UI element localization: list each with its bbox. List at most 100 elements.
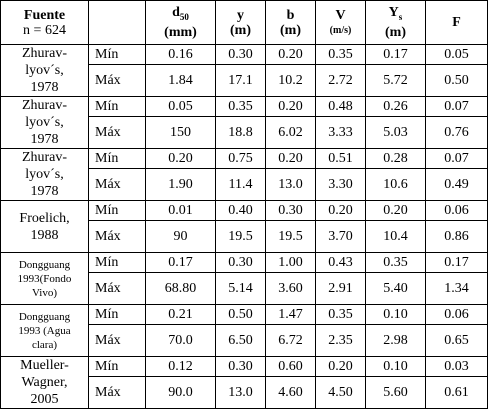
value-cell: 10.4 (365, 220, 426, 253)
value-cell: 1.00 (265, 252, 316, 273)
header-title: Fuente (23, 7, 66, 23)
value-cell: 0.51 (315, 148, 366, 169)
source-cell: Mueller- Wagner, 2005 (0, 356, 89, 409)
row-label: Mín (88, 96, 146, 117)
source-cell: Zhurav-lyov´s, 1978 (0, 44, 89, 97)
value-cell: 68.80 (145, 272, 216, 305)
column-symbol-wrap: V (319, 8, 362, 23)
value-cell: 150 (145, 116, 216, 149)
row-label: Mín (88, 304, 146, 325)
source-line: lyov´s, (25, 115, 64, 130)
value-cell: 4.50 (315, 376, 366, 409)
value-cell: 0.86 (425, 220, 488, 253)
column-symbol: F (452, 15, 461, 30)
row-label: Mín (88, 252, 146, 273)
header-blank (88, 0, 146, 45)
column-symbol: y (237, 7, 244, 23)
column-symbol-wrap: y (219, 8, 262, 23)
source-line: 1993 (Agua (18, 324, 71, 337)
source-line: lyov´s, (25, 63, 64, 78)
column-symbol-wrap: d50 (149, 5, 212, 25)
column-symbol-wrap: Ys (369, 5, 422, 25)
source-line: 1978 (30, 80, 59, 95)
value-cell: 0.30 (265, 200, 316, 221)
value-cell: 5.40 (365, 272, 426, 305)
value-cell: 10.6 (365, 168, 426, 201)
column-unit: (m) (385, 24, 406, 40)
value-cell: 90.0 (145, 376, 216, 409)
header-column: d50 (mm) (145, 0, 216, 45)
data-row: Máx 90.0 13.0 4.60 4.50 5.60 0.61 (1, 376, 488, 409)
value-cell: 1.34 (425, 272, 488, 305)
data-row: Máx 1.90 11.4 13.0 3.30 10.6 0.49 (1, 168, 488, 201)
value-cell: 6.02 (265, 116, 316, 149)
column-unit: (m) (230, 22, 251, 38)
source-line: lyov´s, (25, 167, 64, 182)
source-line: clara) (31, 338, 58, 351)
value-cell: 6.50 (215, 324, 266, 357)
row-label: Mín (88, 200, 146, 221)
column-subscript: s (398, 11, 403, 22)
header-column: Ys (m) (365, 0, 426, 45)
source-line: Dongguang (18, 310, 71, 323)
row-label: Máx (88, 116, 146, 149)
value-cell: 0.07 (425, 148, 488, 169)
value-cell: 0.06 (425, 200, 488, 221)
header-column: y (m) (215, 0, 266, 45)
value-cell: 0.75 (215, 148, 266, 169)
row-label: Máx (88, 220, 146, 253)
value-cell: 0.20 (265, 96, 316, 117)
value-cell: 0.17 (425, 252, 488, 273)
header-source: Fuente n = 624 (0, 0, 89, 45)
source-cell: Zhurav-lyov´s, 1978 (0, 148, 89, 201)
value-cell: 3.33 (315, 116, 366, 149)
data-row: Mueller- Wagner, 2005 Mín 0.12 0.30 0.60 0.20 0.… (0, 356, 488, 409)
data-row: Zhurav-lyov´s, 1978 Mín 0.05 0.35 0.20 0.48 0.2… (0, 96, 488, 149)
row-label: Mín (88, 148, 146, 169)
value-cell: 0.20 (365, 200, 426, 221)
data-row: Máx 150 18.8 6.02 3.33 5.03 0.76 (1, 116, 488, 149)
header-count: n = 624 (23, 22, 66, 38)
value-cell: 0.10 (365, 304, 426, 325)
value-cell: 0.17 (145, 252, 216, 273)
value-cell: 1.84 (145, 64, 216, 97)
column-symbol: b (286, 7, 295, 23)
data-row: Máx 70.0 6.50 6.72 2.35 2.98 0.65 (1, 324, 488, 357)
value-cell: 0.61 (425, 376, 488, 409)
value-cell: 0.65 (425, 324, 488, 357)
column-unit: (mm) (164, 24, 197, 40)
value-cell: 3.60 (265, 272, 316, 305)
source-cell: Froelich, 1988 (0, 200, 89, 253)
value-cell: 0.20 (145, 148, 216, 169)
source-line: 2005 (30, 392, 59, 407)
value-cell: 0.21 (145, 304, 216, 325)
source-line: Mueller- (20, 358, 69, 373)
value-cell: 0.20 (265, 44, 316, 65)
value-cell: 0.10 (365, 356, 426, 377)
column-symbol: V (335, 7, 346, 23)
value-cell: 0.35 (315, 44, 366, 65)
value-cell: 3.30 (315, 168, 366, 201)
value-cell: 0.48 (315, 96, 366, 117)
source-cell: Dongguang 1993(Fondo Vivo) (0, 252, 89, 305)
source-line: 1988 (30, 227, 59, 243)
value-cell: 0.12 (145, 356, 216, 377)
source-line: Dongguang (18, 258, 71, 271)
value-cell: 1.90 (145, 168, 216, 201)
source-line: Froelich, (19, 210, 70, 226)
value-cell: 2.91 (315, 272, 366, 305)
source-line: 1993(Fondo (17, 272, 72, 285)
source-cell: Dongguang 1993 (Agua clara) (0, 304, 89, 357)
value-cell: 0.05 (145, 96, 216, 117)
column-unit: (m) (280, 22, 301, 38)
value-cell: 0.43 (315, 252, 366, 273)
value-cell: 0.20 (265, 148, 316, 169)
row-label: Mín (88, 356, 146, 377)
value-cell: 13.0 (265, 168, 316, 201)
header-row: Fuente n = 624 d50 (mm) y (m) b (m) V (m/s) Ys (m) F (0, 0, 488, 45)
row-label: Máx (88, 324, 146, 357)
source-line: Zhurav- (21, 46, 68, 61)
data-row: Zhurav-lyov´s, 1978 Mín 0.16 0.30 0.20 0.35 0.1… (0, 44, 488, 97)
